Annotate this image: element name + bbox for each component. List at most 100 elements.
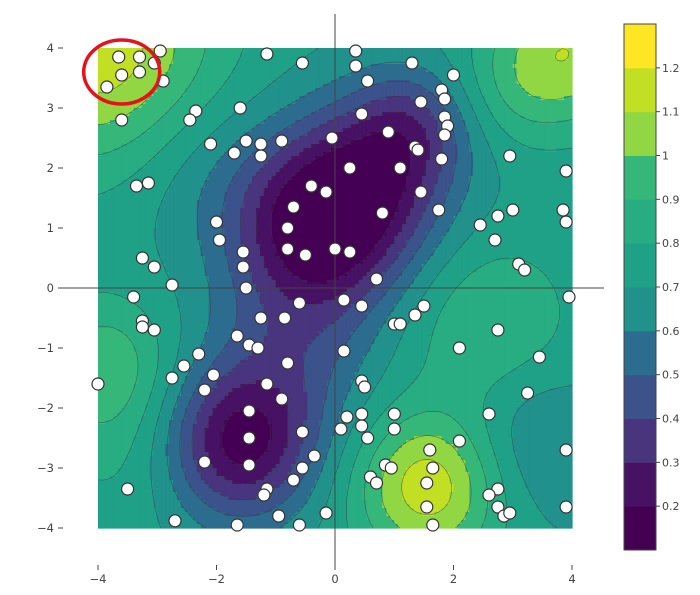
data-point [491, 209, 505, 223]
colorbar-tick-label: 1 [662, 150, 669, 163]
data-point [340, 410, 354, 424]
data-point [328, 242, 342, 256]
data-point [192, 347, 206, 361]
data-point [298, 248, 312, 262]
data-point [260, 47, 274, 61]
data-point [275, 134, 289, 148]
data-point [295, 56, 309, 70]
contour-plot-area [97, 47, 573, 529]
data-point [337, 293, 351, 307]
colorbar-band [624, 155, 656, 200]
data-point [204, 137, 218, 151]
data-point [242, 458, 256, 472]
data-point [307, 449, 321, 463]
x-tick-label: 2 [450, 572, 457, 586]
data-point [503, 506, 517, 520]
data-point [233, 101, 247, 115]
data-point [272, 509, 286, 523]
y-tick-label: 3 [47, 101, 54, 115]
data-point [319, 185, 333, 199]
colorbar-tick-label: 0.5 [662, 369, 680, 382]
data-point [559, 215, 573, 229]
scatter-points [91, 44, 576, 532]
colorbar-band [624, 199, 656, 244]
annotations [81, 38, 162, 106]
data-point [414, 95, 428, 109]
data-point [562, 290, 576, 304]
data-point [325, 131, 339, 145]
data-point [295, 461, 309, 475]
data-point [559, 443, 573, 457]
data-point [446, 68, 461, 82]
data-point [165, 278, 179, 292]
data-point [358, 380, 372, 394]
data-point [435, 152, 449, 166]
colorbar-tick-label: 0.8 [662, 237, 680, 250]
data-point [254, 137, 268, 151]
y-tick-label: −4 [37, 521, 54, 535]
data-point [355, 107, 369, 121]
data-point [242, 404, 256, 418]
data-point [452, 434, 466, 448]
data-point [198, 455, 212, 469]
y-tick-label: −2 [37, 401, 54, 415]
data-point [503, 149, 517, 163]
data-point [491, 482, 505, 496]
colorbar-band [624, 111, 656, 156]
data-point [281, 221, 295, 235]
data-point [227, 146, 241, 160]
colorbar-band [624, 374, 656, 419]
data-point [361, 431, 375, 445]
highlight-circle [81, 38, 162, 106]
data-point [115, 113, 129, 127]
data-point [319, 506, 333, 520]
data-point [115, 68, 129, 82]
y-tick-label: −1 [37, 341, 54, 355]
data-point [183, 113, 197, 127]
data-point [236, 260, 250, 274]
axes: −4 −2 0 2 4 4 3 2 1 0 −1 −2 −3 −4 [37, 14, 604, 586]
colorbar-band [624, 506, 656, 551]
data-point [414, 185, 428, 199]
data-point [482, 407, 496, 421]
data-point [426, 461, 440, 475]
data-point [112, 50, 126, 64]
data-point [189, 104, 203, 118]
colorbar-tick-label: 0.7 [662, 281, 680, 294]
data-point [127, 290, 141, 304]
y-tick-label: 2 [47, 161, 54, 175]
data-point [91, 377, 105, 391]
data-point [343, 161, 357, 175]
data-point [559, 500, 573, 514]
x-tick-label: −4 [90, 572, 107, 586]
data-point [349, 44, 363, 58]
y-tick-label: 1 [47, 221, 54, 235]
data-point [556, 203, 570, 217]
data-point [239, 134, 253, 148]
data-point [165, 371, 179, 385]
colorbar-tick-label: 1.1 [662, 106, 680, 119]
colorbar-band [624, 67, 656, 113]
colorbar: 0.2 0.3 0.4 0.5 0.6 0.7 0.8 0.9 1 1.1 1.2 [623, 23, 680, 551]
data-point [355, 299, 369, 313]
data-point [334, 422, 348, 436]
data-point [387, 407, 401, 421]
data-point [260, 377, 274, 391]
data-point [361, 74, 375, 88]
data-point [559, 164, 573, 178]
data-point [304, 179, 318, 193]
data-point [281, 242, 295, 256]
data-point [236, 245, 250, 259]
data-point [100, 80, 114, 94]
data-point [292, 296, 306, 310]
data-point [209, 215, 224, 229]
data-point [349, 59, 363, 73]
y-tick-label: 4 [47, 41, 54, 55]
data-point [120, 482, 135, 496]
data-point [198, 383, 212, 397]
data-point [132, 65, 147, 79]
data-point [135, 320, 149, 334]
data-point [491, 323, 505, 337]
data-point [212, 233, 227, 247]
data-point [506, 203, 520, 217]
